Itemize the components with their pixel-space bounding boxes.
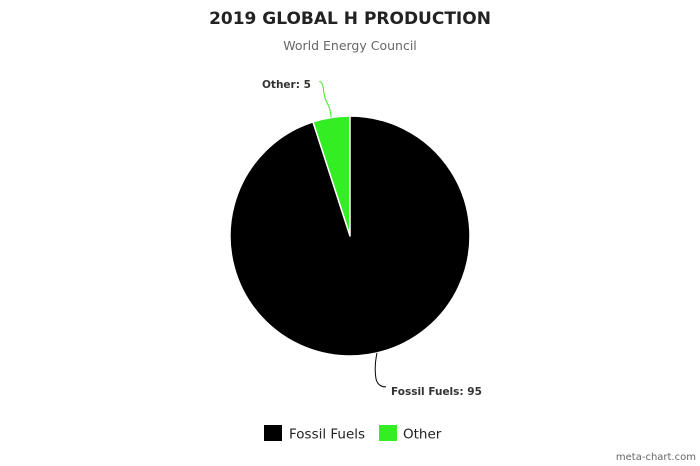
credit-text: meta-chart.com [616, 452, 696, 463]
legend: Fossil Fuels Other [264, 425, 442, 443]
data-label-fossil-fuels: Fossil Fuels: 95 [391, 386, 482, 398]
data-label-other: Other: 5 [262, 79, 311, 91]
pie-slice-fossil-fuels [229, 115, 471, 357]
pie-slices [229, 115, 471, 357]
legend-label-other: Other [403, 427, 442, 443]
chart-title: 2019 GLOBAL H PRODUCTION [209, 9, 491, 29]
leader-line-fossil-fuels [374, 352, 387, 388]
legend-swatch-fossil-fuels [264, 425, 282, 441]
leader-lines [319, 80, 387, 388]
legend-label-fossil-fuels: Fossil Fuels [289, 427, 365, 443]
chart-subtitle: World Energy Council [283, 38, 417, 53]
legend-swatch-other [379, 425, 397, 441]
leader-line-other [319, 80, 332, 118]
